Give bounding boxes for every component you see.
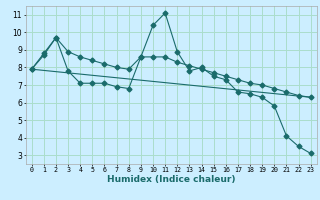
X-axis label: Humidex (Indice chaleur): Humidex (Indice chaleur) [107, 175, 236, 184]
